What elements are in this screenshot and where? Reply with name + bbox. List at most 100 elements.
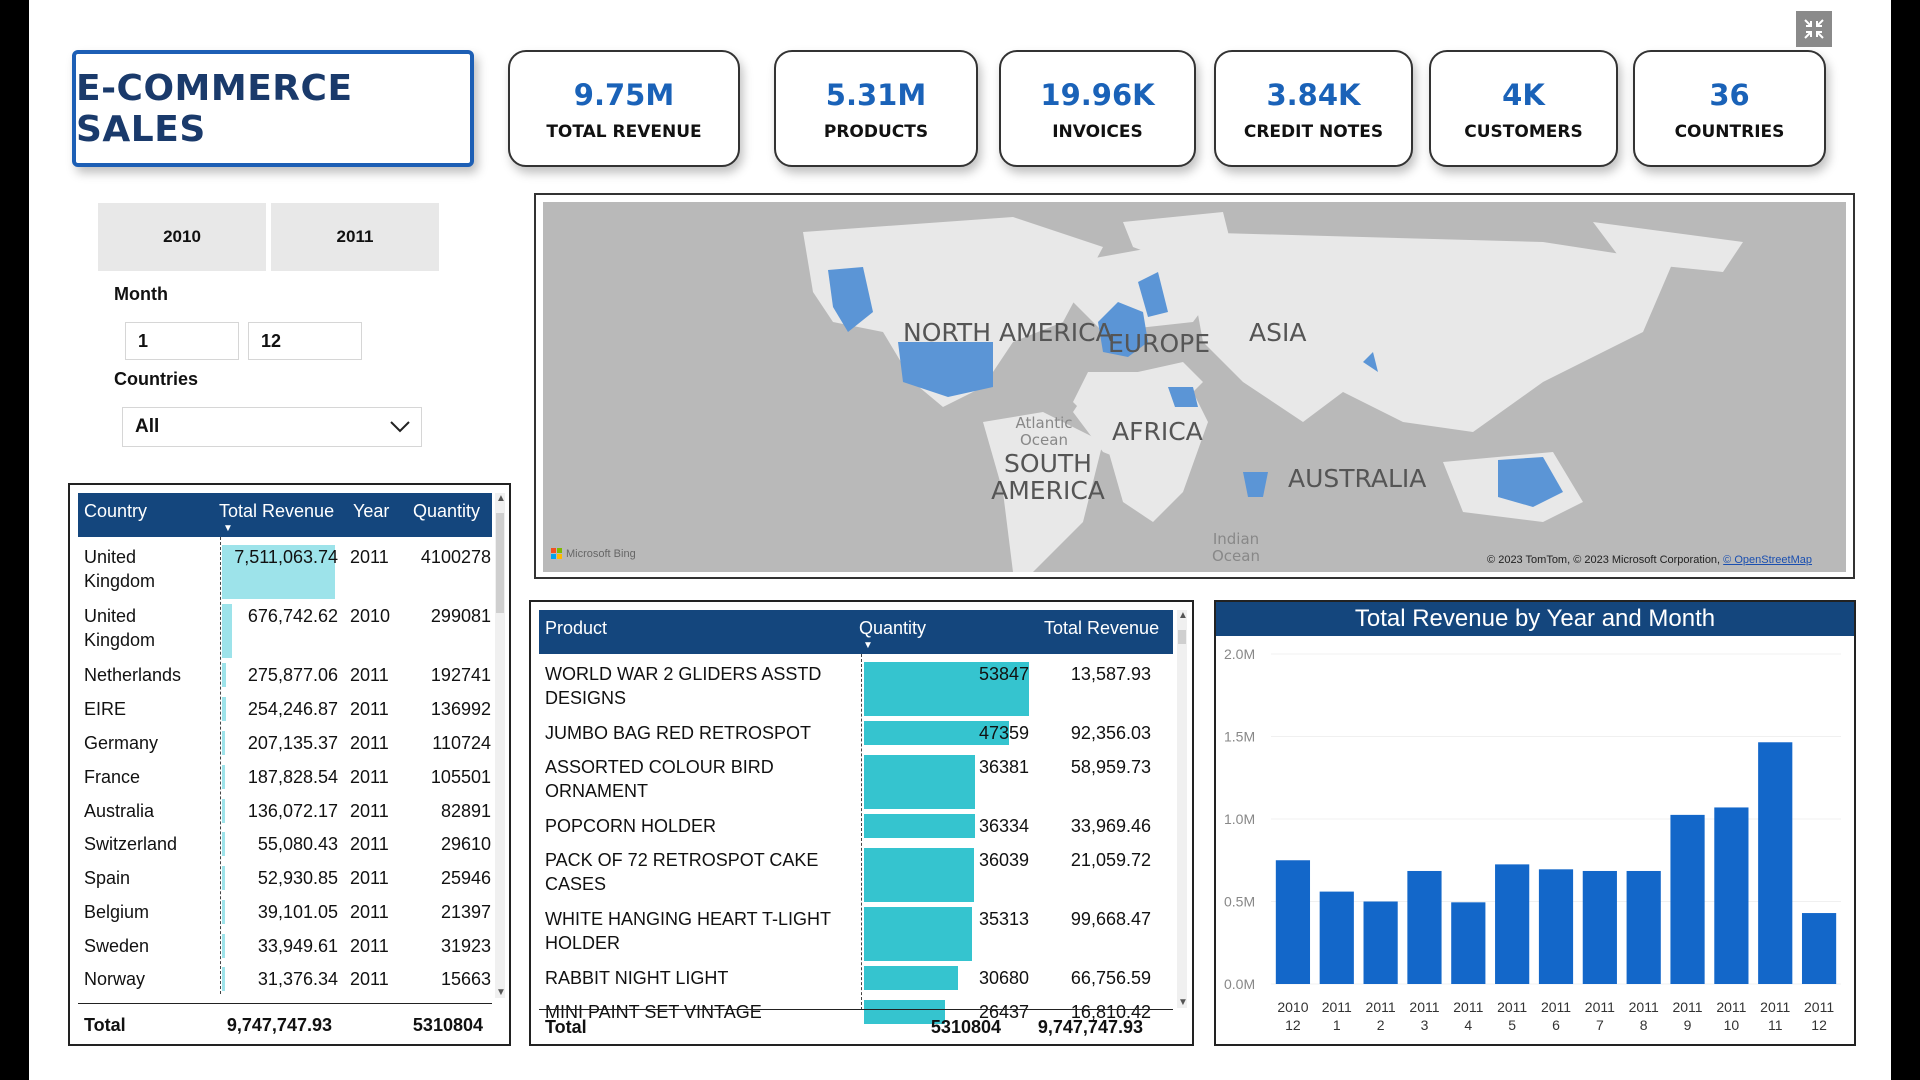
table-row[interactable]: EIRE 254,246.87 2011 136992 [78,697,491,727]
focus-mode-button[interactable] [1796,11,1832,47]
year-option-2011[interactable]: 2011 [271,203,439,271]
revenue-bar[interactable] [1670,814,1705,984]
month-filter-label: Month [114,284,168,304]
table-row[interactable]: Norway 31,376.34 2011 15663 [78,967,491,997]
x-tick-year-label: 2011 [1585,999,1615,1015]
year-cell: 2011 [350,665,389,685]
revenue-bar[interactable] [1275,860,1311,984]
revenue-bar[interactable] [1407,870,1442,984]
table-row[interactable]: PACK OF 72 RETROSPOT CAKE CASES 36039 21,0… [539,848,1159,904]
revenue-bar[interactable] [1319,891,1354,984]
column-header-product[interactable]: Product [545,618,608,638]
column-header-total-revenue[interactable]: Total Revenue [219,501,335,521]
map-panel[interactable]: NORTH AMERICA EUROPE ASIA AFRICA SOUTH A… [534,193,1855,579]
revenue-by-month-chart[interactable]: Total Revenue by Year and Month 0.0M 0.5M… [1214,600,1856,1046]
x-tick-month-label: 3 [1421,1017,1429,1033]
table-row[interactable]: WHITE HANGING HEART T-LIGHT HOLDER 35313 9… [539,907,1159,963]
scrollbar-thumb[interactable] [496,513,504,613]
kpi-card-invoices[interactable]: 19.96K INVOICES [999,50,1196,167]
revenue-cell: 21,059.72 [1070,850,1151,870]
revenue-bar[interactable] [1538,869,1574,984]
quantity-cell: 82891 [440,801,491,821]
table-header: Product Quantity ▼ Total Revenue [539,610,1173,654]
column-header-quantity[interactable]: Quantity [859,618,927,638]
revenue-bar[interactable] [1801,913,1837,984]
revenue-bar[interactable] [1758,742,1793,984]
quantity-cell: 36381 [978,757,1029,777]
kpi-card-customers[interactable]: 4K CUSTOMERS [1429,50,1618,167]
column-header-total-revenue[interactable]: Total Revenue [1044,618,1160,638]
year-option-2010[interactable]: 2010 [98,203,266,271]
scrollbar-thumb[interactable] [1178,630,1186,644]
revenue-cell: 58,959.73 [1070,757,1151,777]
revenue-bar[interactable] [1582,870,1617,984]
kpi-label: CREDIT NOTES [1243,122,1384,142]
product-cell: MINI PAINT SET VINTAGE [545,1002,762,1022]
kpi-value: 9.75M [573,78,675,112]
revenue-bar[interactable] [1363,901,1398,985]
table-row[interactable]: United Kingdom 7,511,063.74 2011 4100278 [78,545,491,601]
vertical-scrollbar[interactable]: ▲ ▼ [1177,610,1188,1008]
table-row[interactable]: RABBIT NIGHT LIGHT 30680 66,756.59 [539,966,1159,996]
x-tick-year-label: 2011 [1497,999,1527,1015]
scroll-up-icon[interactable]: ▲ [1178,610,1188,621]
countries-dropdown[interactable]: All [122,407,422,447]
table-row[interactable]: Switzerland 55,080.43 2011 29610 [78,832,491,862]
world-landmass [803,212,1743,572]
x-tick-month-label: 5 [1508,1017,1516,1033]
column-header-quantity[interactable]: Quantity [413,501,481,521]
quantity-databar [864,1000,945,1024]
australia-highlight [1498,457,1563,507]
country-revenue-table[interactable]: Country Total Revenue ▼ Year Quantity Un… [68,483,511,1046]
month-to-input[interactable]: 12 [248,322,362,360]
product-quantity-table[interactable]: Product Quantity ▼ Total Revenue WORLD W… [529,600,1194,1046]
scroll-up-icon[interactable]: ▲ [496,493,506,504]
x-tick-month-label: 11 [1768,1017,1783,1033]
map-label-africa: AFRICA [1112,417,1203,446]
kpi-card-products[interactable]: 5.31M PRODUCTS [774,50,978,167]
quantity-databar [864,907,972,961]
column-header-country[interactable]: Country [84,501,148,521]
usa-highlight [898,342,993,397]
table-row[interactable]: United Kingdom 676,742.62 2010 299081 [78,604,491,660]
revenue-databar [222,832,225,856]
table-row[interactable]: Sweden 33,949.61 2011 31923 [78,934,491,964]
table-row[interactable]: Germany 207,135.37 2011 110724 [78,731,491,761]
revenue-bar[interactable] [1451,902,1486,984]
table-row[interactable]: Netherlands 275,877.06 2011 192741 [78,663,491,693]
vertical-scrollbar[interactable]: ▲ ▼ [495,493,506,998]
quantity-databar [864,848,974,902]
openstreetmap-link[interactable]: © OpenStreetMap [1723,554,1812,566]
dashboard-title: E-COMMERCE SALES [76,67,353,150]
year-cell: 2011 [350,969,389,989]
table-row[interactable]: Spain 52,930.85 2011 25946 [78,866,491,896]
collapse-arrows-icon [1804,19,1824,39]
table-row[interactable]: WORLD WAR 2 GLIDERS ASSTD DESIGNS 53847 13… [539,662,1159,718]
x-tick-month-label: 9 [1684,1017,1692,1033]
revenue-bar[interactable] [1495,864,1530,984]
revenue-bar[interactable] [1626,870,1661,984]
scroll-down-icon[interactable]: ▼ [1178,997,1188,1008]
table-row[interactable]: JUMBO BAG RED RETROSPOT 47359 92,356.03 [539,721,1159,751]
scroll-down-icon[interactable]: ▼ [496,987,506,998]
table-row[interactable]: ASSORTED COLOUR BIRD ORNAMENT 36381 58,959… [539,755,1159,811]
table-row[interactable]: Belgium 39,101.05 2011 21397 [78,900,491,930]
x-tick-year-label: 2011 [1716,999,1746,1015]
revenue-cell: 13,587.93 [1070,664,1151,684]
table-row[interactable]: Australia 136,072.17 2011 82891 [78,799,491,829]
kpi-card-total-revenue[interactable]: 9.75M TOTAL REVENUE [508,50,740,167]
kpi-card-credit-notes[interactable]: 3.84K CREDIT NOTES [1214,50,1413,167]
total-quantity-value: 5310804 [930,1017,1001,1037]
table-row[interactable]: POPCORN HOLDER 36334 33,969.46 [539,814,1159,844]
column-header-year[interactable]: Year [353,501,390,521]
kpi-card-countries[interactable]: 36 COUNTRIES [1633,50,1826,167]
countries-filter-label: Countries [114,369,199,389]
revenue-bar[interactable] [1714,807,1749,984]
table-row[interactable]: France 187,828.54 2011 105501 [78,765,491,795]
revenue-cell: 33,949.61 [257,936,338,956]
map-attribution: © 2023 TomTom, © 2023 Microsoft Corporat… [1487,554,1812,566]
table-row[interactable]: MINI PAINT SET VINTAGE 26437 16,810.42 [539,1000,1159,1030]
month-from-input[interactable]: 1 [125,322,239,360]
world-map[interactable]: NORTH AMERICA EUROPE ASIA AFRICA SOUTH A… [543,202,1846,572]
year-cell: 2011 [350,547,389,567]
